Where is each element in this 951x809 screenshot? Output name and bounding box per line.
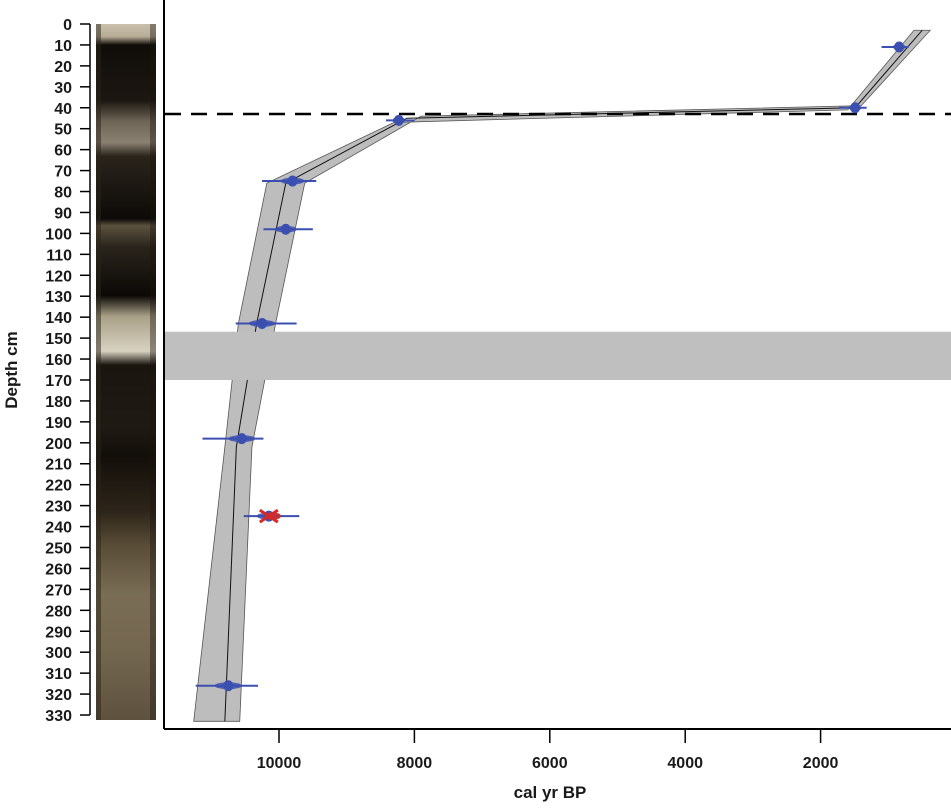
y-tick-label: 280 — [45, 603, 72, 620]
y-tick-label: 110 — [46, 247, 72, 264]
y-tick-label: 220 — [45, 478, 72, 495]
sample-peak — [257, 317, 268, 329]
y-tick-label: 230 — [45, 499, 72, 516]
y-tick-label: 0 — [63, 17, 72, 34]
y-tick-label: 240 — [45, 520, 72, 537]
y-tick-label: 300 — [45, 645, 72, 662]
y-tick-label: 180 — [45, 394, 72, 411]
sample-peak — [850, 102, 861, 114]
y-tick-label: 60 — [54, 143, 72, 160]
y-tick-label: 260 — [45, 561, 72, 578]
y-tick-label: 290 — [45, 624, 72, 641]
y-tick-label: 70 — [54, 164, 72, 181]
y-tick-label: 120 — [45, 268, 72, 285]
x-tick-label: 6000 — [532, 755, 568, 772]
y-tick-label: 100 — [45, 226, 72, 243]
y-tick-label: 130 — [45, 289, 72, 306]
sample-peak — [280, 223, 291, 235]
x-tick-label: 10000 — [257, 755, 302, 772]
y-tick-label: 210 — [45, 457, 72, 474]
core-photo — [96, 24, 156, 720]
sample-peak — [223, 680, 234, 692]
x-tick-label: 4000 — [667, 755, 703, 772]
y-axis: 0 10 20 30 40 50 60 70 80 90 100 110 120 130 140 150 160… — [45, 17, 91, 725]
y-tick-label: 330 — [45, 708, 72, 725]
model-median-line — [165, 29, 951, 722]
y-axis-title: Depth cm — [2, 331, 21, 408]
y-tick-label: 30 — [54, 80, 72, 97]
y-tick-label: 250 — [45, 541, 72, 558]
y-tick-label: 80 — [54, 185, 72, 202]
y-tick-label: 190 — [45, 415, 72, 432]
hiatus-band-overlay — [165, 331, 951, 380]
x-tick-label: 8000 — [397, 755, 433, 772]
sample-peak — [236, 433, 247, 445]
y-tick-label: 200 — [45, 436, 72, 453]
y-tick-label: 50 — [54, 122, 72, 139]
y-tick-label: 150 — [45, 331, 72, 348]
sample-peak — [894, 41, 905, 53]
y-tick-label: 310 — [45, 666, 72, 683]
y-tick-label: 90 — [54, 205, 72, 222]
y-tick-label: 170 — [45, 373, 72, 390]
y-tick-label: 10 — [54, 38, 72, 55]
y-tick-label: 320 — [45, 687, 72, 704]
x-tick-label: 2000 — [803, 755, 839, 772]
sample-peak — [393, 114, 404, 126]
y-tick-label: 40 — [54, 101, 72, 118]
outlier-distribution — [264, 512, 281, 521]
y-tick-label: 20 — [54, 59, 72, 76]
x-axis: 10000 8000 6000 4000 2000 — [257, 729, 839, 772]
sample-peak — [287, 175, 298, 187]
y-tick-label: 160 — [45, 352, 72, 369]
y-tick-label: 270 — [45, 582, 72, 599]
y-tick-label: 140 — [45, 310, 72, 327]
x-axis-title: cal yr BP — [514, 783, 587, 802]
dated-samples — [195, 41, 909, 692]
